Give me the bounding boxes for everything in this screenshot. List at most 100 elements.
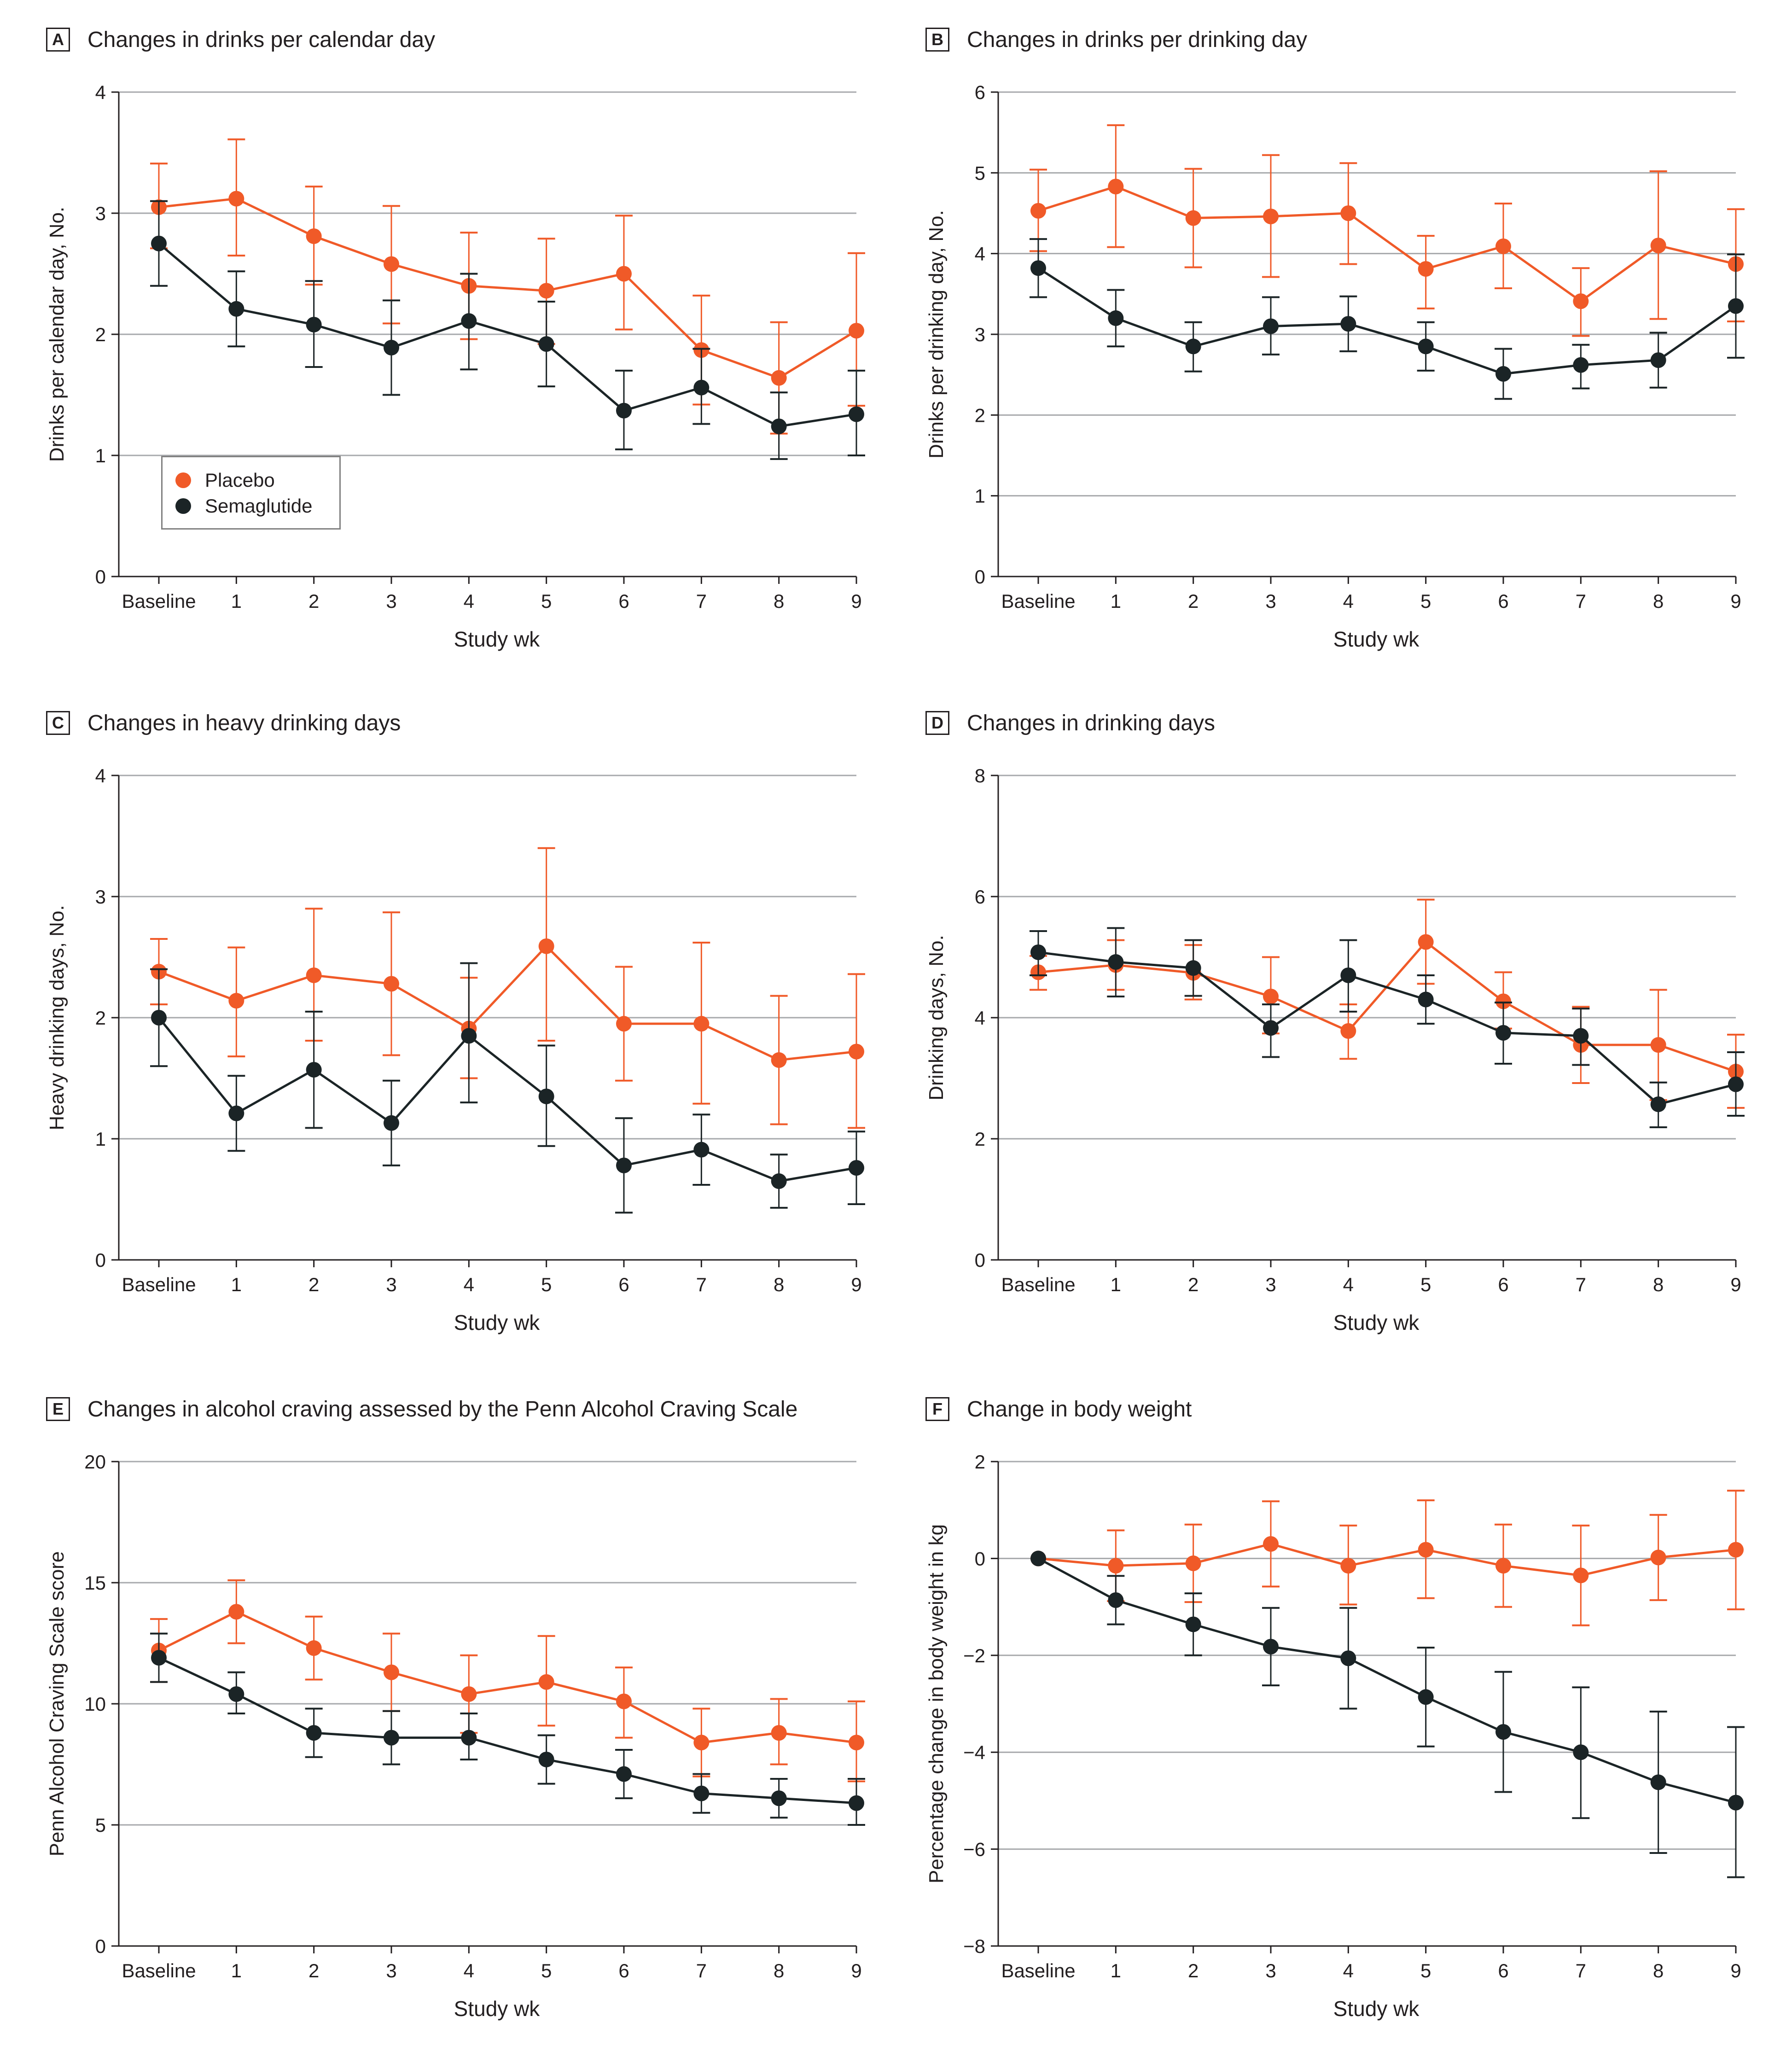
placebo-series-line (158, 197, 857, 379)
placebo-data-point (1185, 210, 1201, 226)
placebo-data-point (1650, 1550, 1666, 1566)
placebo-data-point (1263, 209, 1279, 225)
semaglutide-data-point (849, 1795, 864, 1811)
placebo-data-point (1418, 934, 1434, 950)
y-tick-label: 2 (95, 324, 106, 345)
x-tick-label: 4 (464, 590, 474, 612)
semaglutide-marker-icon (175, 498, 191, 514)
panel-b: B Changes in drinks per drinking day 0 1 2… (879, 0, 1773, 682)
semaglutide-data-point (151, 235, 167, 251)
semaglutide-data-point (1185, 338, 1201, 355)
semaglutide-data-point (461, 1028, 477, 1044)
placebo-data-point (306, 1640, 322, 1656)
x-tick-label: 5 (541, 1274, 552, 1295)
placebo-data-point (538, 1674, 554, 1690)
placebo-data-point (1573, 293, 1589, 309)
y-tick-label: 6 (975, 886, 985, 908)
y-tick-label: −6 (963, 1839, 985, 1860)
x-tick-label: 7 (696, 1274, 707, 1295)
x-tick-label: 6 (618, 1274, 629, 1295)
x-tick-label: 2 (1188, 1274, 1199, 1295)
x-tick-label: Baseline (1001, 590, 1075, 612)
x-tick-label: 5 (1420, 1274, 1431, 1295)
semaglutide-data-point (693, 379, 710, 396)
placebo-series-line (1038, 185, 1736, 303)
placebo-data-point (384, 256, 399, 272)
y-axis-label: Drinks per drinking day, No. (925, 210, 948, 459)
placebo-data-point (771, 370, 787, 386)
y-tick-label: 5 (975, 162, 985, 184)
x-tick-label: 2 (308, 1960, 319, 1981)
placebo-data-point (693, 1016, 710, 1032)
x-tick-label: 9 (851, 590, 861, 612)
semaglutide-data-point (1650, 1096, 1666, 1113)
placebo-data-point (1185, 1555, 1201, 1571)
placebo-marker-icon (175, 472, 191, 488)
semaglutide-data-point (1340, 316, 1356, 332)
x-tick-label: 3 (1265, 590, 1276, 612)
semaglutide-data-point (151, 1010, 167, 1026)
panel-f: F Change in body weight −8 −6 −4 −2 0 2 Baseli… (879, 1369, 1773, 2051)
x-tick-label: Baseline (1001, 1960, 1075, 1981)
x-tick-label: 4 (1343, 590, 1354, 612)
semaglutide-data-point (1495, 1724, 1511, 1740)
semaglutide-data-point (1573, 1028, 1589, 1044)
placebo-data-point (1495, 238, 1511, 254)
semaglutide-data-point (1728, 298, 1744, 314)
x-tick-label: 7 (1576, 1274, 1586, 1295)
placebo-data-point (1108, 1558, 1124, 1574)
placebo-data-point (384, 976, 399, 992)
semaglutide-data-point (1108, 310, 1124, 326)
x-tick-label: 1 (1111, 590, 1121, 612)
placebo-data-point (1340, 205, 1356, 221)
x-tick-label: 6 (1498, 1960, 1508, 1981)
semaglutide-data-point (1418, 338, 1434, 355)
semaglutide-data-point (616, 1766, 632, 1782)
placebo-data-point (1495, 1558, 1511, 1574)
x-tick-label: 8 (774, 1960, 784, 1981)
semaglutide-data-point (1495, 1025, 1511, 1041)
placebo-data-point (771, 1725, 787, 1741)
y-tick-label: 3 (95, 886, 106, 908)
legend-label-placebo: Placebo (205, 469, 275, 491)
y-axis-label: Heavy drinking days, No. (46, 905, 68, 1130)
semaglutide-data-point (771, 1173, 787, 1189)
y-tick-label: 3 (95, 203, 106, 224)
panel-f-letter: F (925, 1397, 949, 1421)
x-axis-label: Study wk (1333, 1997, 1420, 2021)
panel-e-letter: E (46, 1397, 70, 1421)
y-tick-label: 0 (95, 1249, 106, 1271)
panel-a-title: Changes in drinks per calendar day (87, 27, 436, 52)
semaglutide-series-line (158, 242, 857, 428)
x-axis-label: Study wk (454, 1311, 541, 1334)
x-tick-label: Baseline (122, 1274, 196, 1295)
semaglutide-data-point (228, 301, 244, 317)
panel-b-letter: B (925, 28, 949, 52)
panel-e-chart: 0 5 10 15 20 Baseline 1 2 3 4 5 6 7 8 9 Study wk Penn Al… (46, 1451, 865, 2021)
y-axis-label: Percentage change in body weight in kg (925, 1524, 948, 1883)
placebo-data-point (228, 191, 244, 207)
semaglutide-data-point (849, 406, 864, 422)
semaglutide-data-point (693, 1785, 710, 1801)
placebo-data-point (538, 938, 554, 954)
panel-b-chart: 0 1 2 3 4 5 6 Baseline 1 2 3 4 5 6 7 8 9 Study wk Drinks p… (925, 82, 1745, 651)
placebo-data-point (616, 266, 632, 282)
semaglutide-data-point (1030, 1550, 1046, 1567)
placebo-data-point (228, 1604, 244, 1620)
y-tick-label: 4 (95, 765, 106, 787)
semaglutide-data-point (616, 1157, 632, 1173)
x-tick-label: 3 (1265, 1274, 1276, 1295)
placebo-data-point (693, 1735, 710, 1751)
legend: Placebo Semaglutide (161, 456, 341, 530)
semaglutide-data-point (538, 1088, 554, 1104)
semaglutide-data-point (849, 1160, 864, 1176)
panel-a-chart: 0 1 2 3 4 Baseline 1 2 3 4 5 6 7 8 9 Study wk Drinks per… (46, 82, 865, 651)
y-tick-label: 0 (975, 566, 985, 588)
placebo-data-point (1418, 1542, 1434, 1558)
placebo-data-point (306, 228, 322, 244)
y-tick-label: 2 (975, 1128, 985, 1150)
panel-e: E Changes in alcohol craving assessed by… (0, 1369, 893, 2051)
y-tick-label: 0 (95, 1935, 106, 1957)
panel-a-letter: A (46, 28, 70, 52)
x-tick-label: 7 (1576, 590, 1586, 612)
